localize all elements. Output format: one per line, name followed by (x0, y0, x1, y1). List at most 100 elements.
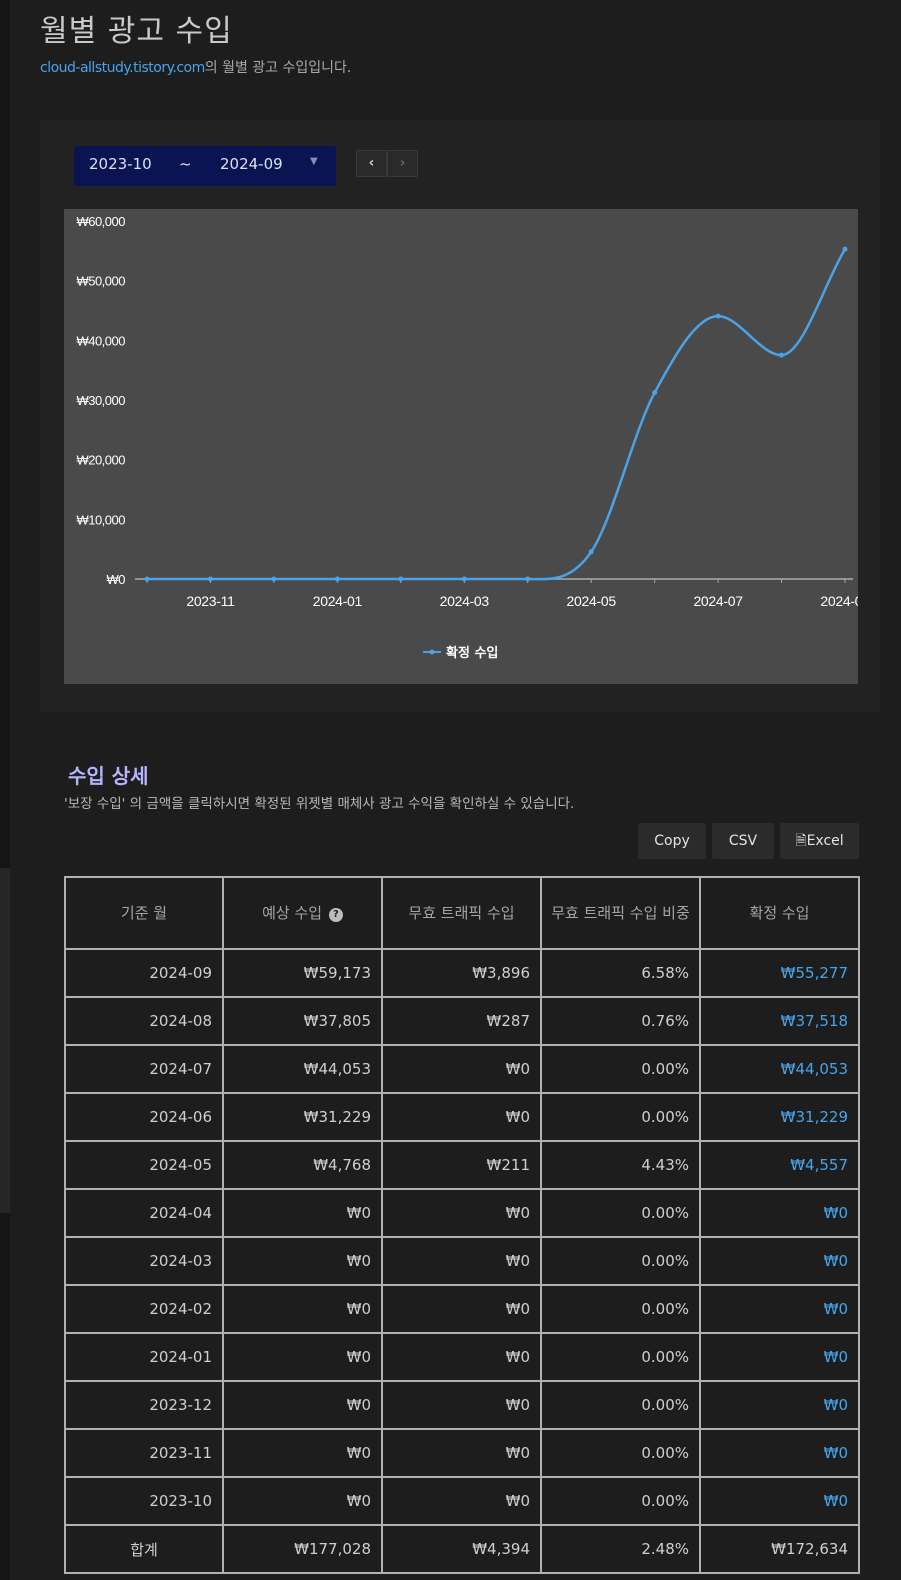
cell-ratio: 0.76% (540, 996, 701, 1046)
site-link[interactable]: cloud-allstudy.tistory.com (40, 60, 205, 76)
table-row: 2024-05 ₩4,768 ₩211 4.43% ₩4,557 (64, 1140, 860, 1190)
table-header-row: 기준 월 예상 수입 ? 무효 트래픽 수입 무효 트래픽 수입 비중 확정 수… (64, 876, 860, 950)
data-point (461, 576, 467, 582)
cell-month: 2024-02 (64, 1284, 224, 1334)
col-confirmed[interactable]: 확정 수입 (699, 876, 860, 950)
copy-button[interactable]: Copy (638, 823, 706, 859)
cell-month: 2023-10 (64, 1476, 224, 1526)
cell-expected: ₩0 (222, 1188, 383, 1238)
x-tick-label: 2024-01 (313, 593, 363, 609)
excel-button[interactable]: 🗎Excel (780, 823, 859, 859)
table-row: 2024-06 ₩31,229 ₩0 0.00% ₩31,229 (64, 1092, 860, 1142)
left-edge-marker (0, 868, 10, 1213)
chevron-down-icon[interactable]: ▼ (310, 156, 318, 167)
table-row: 2024-03 ₩0 ₩0 0.00% ₩0 (64, 1236, 860, 1286)
revenue-chart: ₩0 ₩10,000 ₩20,000 ₩30,000 ₩40,000 ₩50,000 ₩60… (64, 209, 858, 684)
cell-confirmed[interactable]: ₩44,053 (699, 1044, 860, 1094)
cell-ratio: 0.00% (540, 1284, 701, 1334)
cell-confirmed[interactable]: ₩55,277 (699, 948, 860, 998)
cell-confirmed[interactable]: ₩0 (699, 1236, 860, 1286)
cell-expected: ₩0 (222, 1284, 383, 1334)
cell-month: 2023-12 (64, 1380, 224, 1430)
cell-expected: ₩0 (222, 1380, 383, 1430)
left-edge (0, 0, 10, 1580)
cell-ratio: 0.00% (540, 1428, 701, 1478)
data-point (398, 576, 404, 582)
total-label: 합계 (64, 1524, 224, 1574)
y-tick-label: ₩10,000 (76, 512, 125, 527)
cell-expected: ₩37,805 (222, 996, 383, 1046)
help-icon[interactable]: ? (328, 908, 343, 922)
excel-file-icon: 🗎 (795, 833, 807, 849)
cell-expected: ₩59,173 (222, 948, 383, 998)
cell-ratio: 0.00% (540, 1476, 701, 1526)
cell-confirmed[interactable]: ₩0 (699, 1332, 860, 1382)
col-month[interactable]: 기준 월 (64, 876, 224, 950)
cell-ratio: 0.00% (540, 1044, 701, 1094)
next-range-button[interactable]: › (387, 150, 418, 177)
cell-ratio: 0.00% (540, 1236, 701, 1286)
total-cell-expected: ₩177,028 (222, 1524, 383, 1574)
legend-label: 확정 수입 (446, 645, 498, 661)
cell-confirmed[interactable]: ₩4,557 (699, 1140, 860, 1190)
cell-confirmed[interactable]: ₩0 (699, 1380, 860, 1430)
y-tick-label: ₩40,000 (76, 333, 125, 348)
cell-invalid: ₩0 (381, 1188, 542, 1238)
details-description: '보장 수입' 의 금액을 클릭하시면 확정된 위젯별 매체사 광고 수익을 확… (64, 796, 575, 812)
page-title: 월별 광고 수입 (40, 14, 233, 49)
subtitle-text: 의 월별 광고 수입입니다. (204, 60, 352, 76)
x-tick-label: 2024-09 (820, 593, 858, 609)
cell-expected: ₩4,768 (222, 1140, 383, 1190)
cell-invalid: ₩0 (381, 1476, 542, 1526)
x-tick-label: 2023-11 (186, 593, 235, 609)
table-row: 2024-09 ₩59,173 ₩3,896 6.58% ₩55,277 (64, 948, 860, 998)
series-line (146, 248, 847, 581)
cell-expected: ₩31,229 (222, 1092, 383, 1142)
range-start[interactable]: 2023-10 (89, 155, 152, 173)
range-end[interactable]: 2024-09 (220, 155, 283, 173)
legend-marker (429, 649, 435, 655)
cell-confirmed[interactable]: ₩0 (699, 1476, 860, 1526)
y-tick-label: ₩60,000 (76, 214, 125, 229)
month-range-picker[interactable]: 2023-10 ~ 2024-09 ▼ (74, 146, 336, 186)
cell-ratio: 0.00% (540, 1380, 701, 1430)
cell-invalid: ₩0 (381, 1380, 542, 1430)
cell-invalid: ₩0 (381, 1092, 542, 1142)
cell-confirmed[interactable]: ₩0 (699, 1188, 860, 1238)
cell-confirmed[interactable]: ₩37,518 (699, 996, 860, 1046)
cell-ratio: 0.00% (540, 1188, 701, 1238)
col-invalid-ratio[interactable]: 무효 트래픽 수입 비중 (540, 876, 701, 950)
cell-expected: ₩0 (222, 1332, 383, 1382)
table-row: 2024-01 ₩0 ₩0 0.00% ₩0 (64, 1332, 860, 1382)
table-row: 2024-08 ₩37,805 ₩287 0.76% ₩37,518 (64, 996, 860, 1046)
cell-expected: ₩0 (222, 1428, 383, 1478)
details-title: 수입 상세 (68, 764, 149, 788)
col-invalid-traffic[interactable]: 무효 트래픽 수입 (381, 876, 542, 950)
col-expected-label: 예상 수입 (262, 904, 323, 922)
total-cell-confirmed: ₩172,634 (699, 1524, 860, 1574)
total-cell-invalid: ₩4,394 (381, 1524, 542, 1574)
chevron-right-icon: › (399, 155, 406, 171)
csv-button[interactable]: CSV (712, 823, 774, 859)
y-tick-label: ₩0 (107, 572, 126, 587)
cell-month: 2023-11 (64, 1428, 224, 1478)
cell-month: 2024-07 (64, 1044, 224, 1094)
cell-invalid: ₩0 (381, 1284, 542, 1334)
table-row: 2024-02 ₩0 ₩0 0.00% ₩0 (64, 1284, 860, 1334)
data-point (842, 246, 848, 252)
data-point (334, 576, 340, 582)
data-point (144, 576, 150, 582)
cell-confirmed[interactable]: ₩0 (699, 1284, 860, 1334)
cell-ratio: 0.00% (540, 1092, 701, 1142)
chevron-left-icon: ‹ (368, 155, 375, 171)
cell-confirmed[interactable]: ₩31,229 (699, 1092, 860, 1142)
y-tick-label: ₩30,000 (76, 393, 125, 408)
prev-range-button[interactable]: ‹ (356, 150, 387, 177)
cell-confirmed[interactable]: ₩0 (699, 1428, 860, 1478)
cell-month: 2024-05 (64, 1140, 224, 1190)
cell-invalid: ₩287 (381, 996, 542, 1046)
data-point (779, 352, 785, 358)
col-expected[interactable]: 예상 수입 ? (222, 876, 383, 950)
cell-expected: ₩0 (222, 1236, 383, 1286)
cell-month: 2024-01 (64, 1332, 224, 1382)
